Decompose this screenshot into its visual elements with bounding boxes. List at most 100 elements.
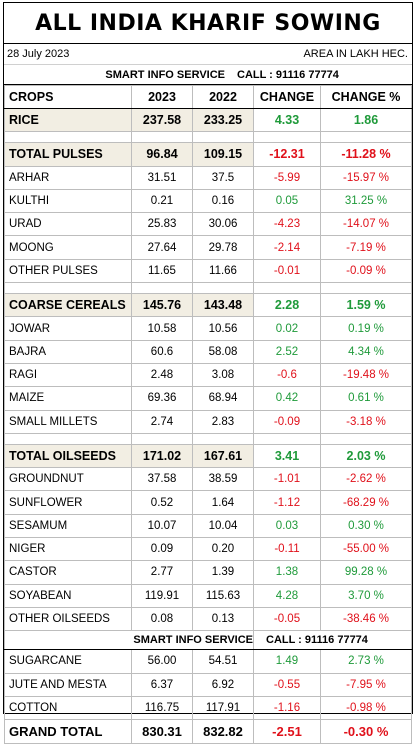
- value-2023: 0.08: [131, 606, 193, 632]
- change-value: -12.31: [253, 142, 321, 167]
- sowing-report-sheet: ALL INDIA KHARIF SOWING 28 July 2023 ARE…: [3, 2, 413, 744]
- value-2022: 143.48: [192, 293, 254, 318]
- value-2023: 171.02: [131, 443, 193, 469]
- change-value: -5.99: [253, 165, 321, 190]
- table-row-groundnut: GROUNDNUT 37.58 38.59 -1.01 -2.62 %: [4, 467, 412, 492]
- change-value: 4.33: [253, 107, 321, 133]
- crop-name: JUTE AND MESTA: [4, 672, 132, 697]
- crop-name: ARHAR: [4, 165, 132, 190]
- report-date: 28 July 2023: [7, 48, 70, 60]
- service-name: SMART INFO SERVICE: [4, 630, 254, 651]
- value-2022: 29.78: [192, 235, 254, 260]
- table-row-total-pulses: TOTAL PULSES 96.84 109.15 -12.31 -11.28 …: [4, 142, 412, 167]
- change-pct: 0.61 %: [320, 386, 412, 411]
- change-value: -1.16: [253, 695, 321, 721]
- table-row-soyabean: SOYABEAN 119.91 115.63 4.28 3.70 %: [4, 583, 412, 608]
- change-value: 3.41: [253, 443, 321, 469]
- table-row-kulthi: KULTHI 0.21 0.16 0.05 31.25 %: [4, 188, 412, 214]
- change-pct: 2.03 %: [320, 443, 412, 469]
- change-value: -0.55: [253, 672, 321, 697]
- change-value: 0.02: [253, 316, 321, 341]
- table-row-jowar: JOWAR 10.58 10.56 0.02 0.19 %: [4, 316, 412, 341]
- spacer-row: [4, 433, 412, 445]
- change-value: 0.05: [253, 188, 321, 214]
- table-row-maize: MAIZE 69.36 68.94 0.42 0.61 %: [4, 386, 412, 411]
- value-2022: 115.63: [192, 583, 254, 608]
- crop-name: MOONG: [4, 235, 132, 260]
- change-pct: -0.98 %: [320, 695, 412, 721]
- value-2022: 3.08: [192, 362, 254, 388]
- table-row-other-pulses: OTHER PULSES 11.65 11.66 -0.01 -0.09 %: [4, 258, 412, 284]
- table-row-urad: URAD 25.83 30.06 -4.23 -14.07 %: [4, 212, 412, 237]
- change-pct: 1.59 %: [320, 293, 412, 318]
- change-pct: 0.19 %: [320, 316, 412, 341]
- value-2023: 37.58: [131, 467, 193, 492]
- change-pct: 0.30 %: [320, 513, 412, 539]
- change-value: 1.49: [253, 649, 321, 674]
- value-2022: 6.92: [192, 672, 254, 697]
- crop-name: COARSE CEREALS: [4, 293, 132, 318]
- value-2022: 10.56: [192, 316, 254, 341]
- change-pct: -2.62 %: [320, 467, 412, 492]
- value-2023: 0.09: [131, 537, 193, 562]
- change-value: 2.52: [253, 339, 321, 364]
- change-value: -2.14: [253, 235, 321, 260]
- change-value: 4.28: [253, 583, 321, 608]
- crop-name: RICE: [4, 107, 132, 133]
- value-2023: 2.74: [131, 409, 193, 434]
- crop-name: JOWAR: [4, 316, 132, 341]
- value-2023: 830.31: [131, 719, 193, 744]
- change-pct: -7.95 %: [320, 672, 412, 697]
- value-2022: 30.06: [192, 212, 254, 237]
- value-2023: 0.21: [131, 188, 193, 214]
- value-2022: 54.51: [192, 649, 254, 674]
- value-2022: 10.04: [192, 513, 254, 539]
- change-pct: 4.34 %: [320, 339, 412, 364]
- info-banner: SMART INFO SERVICE CALL : 91116 77774: [4, 65, 412, 85]
- change-pct: 1.86: [320, 107, 412, 133]
- sowing-table: CROPS 2023 2022 CHANGE CHANGE % RICE 237…: [4, 85, 412, 744]
- header-change: CHANGE: [253, 85, 321, 109]
- change-value: -1.01: [253, 467, 321, 492]
- change-value: -2.51: [253, 719, 321, 744]
- crop-name: SUNFLOWER: [4, 490, 132, 515]
- table-row-cotton: COTTON 116.75 117.91 -1.16 -0.98 %: [4, 695, 412, 721]
- value-2022: 832.82: [192, 719, 254, 744]
- value-2022: 58.08: [192, 339, 254, 364]
- value-2022: 167.61: [192, 443, 254, 469]
- change-pct: -7.19 %: [320, 235, 412, 260]
- value-2022: 0.13: [192, 606, 254, 632]
- change-value: -0.6: [253, 362, 321, 388]
- value-2022: 233.25: [192, 107, 254, 133]
- table-row-jute-mesta: JUTE AND MESTA 6.37 6.92 -0.55 -7.95 %: [4, 672, 412, 697]
- table-row-grand-total: GRAND TOTAL 830.31 832.82 -2.51 -0.30 %: [4, 719, 412, 744]
- crop-name: SESAMUM: [4, 513, 132, 539]
- value-2023: 60.6: [131, 339, 193, 364]
- spacer-row: [4, 131, 412, 143]
- value-2023: 2.77: [131, 560, 193, 585]
- change-value: 0.42: [253, 386, 321, 411]
- change-value: -4.23: [253, 212, 321, 237]
- crop-name: RAGI: [4, 362, 132, 388]
- change-pct: 2.73 %: [320, 649, 412, 674]
- report-meta: 28 July 2023 AREA IN LAKH HEC.: [4, 44, 412, 65]
- change-value: 1.38: [253, 560, 321, 585]
- value-2022: 117.91: [192, 695, 254, 721]
- crop-name: COTTON: [4, 695, 132, 721]
- change-pct: -55.00 %: [320, 537, 412, 562]
- value-2023: 145.76: [131, 293, 193, 318]
- table-row-small-millets: SMALL MILLETS 2.74 2.83 -0.09 -3.18 %: [4, 409, 412, 434]
- header-2023: 2023: [131, 85, 193, 109]
- value-2022: 68.94: [192, 386, 254, 411]
- table-row-bajra: BAJRA 60.6 58.08 2.52 4.34 %: [4, 339, 412, 364]
- change-value: -1.12: [253, 490, 321, 515]
- change-pct: -19.48 %: [320, 362, 412, 388]
- change-pct: -11.28 %: [320, 142, 412, 167]
- table-row-arhar: ARHAR 31.51 37.5 -5.99 -15.97 %: [4, 165, 412, 190]
- crop-name: SMALL MILLETS: [4, 409, 132, 434]
- value-2023: 10.07: [131, 513, 193, 539]
- crop-name: BAJRA: [4, 339, 132, 364]
- unit-label: AREA IN LAKH HEC.: [303, 48, 408, 60]
- crop-name: MAIZE: [4, 386, 132, 411]
- change-value: -0.05: [253, 606, 321, 632]
